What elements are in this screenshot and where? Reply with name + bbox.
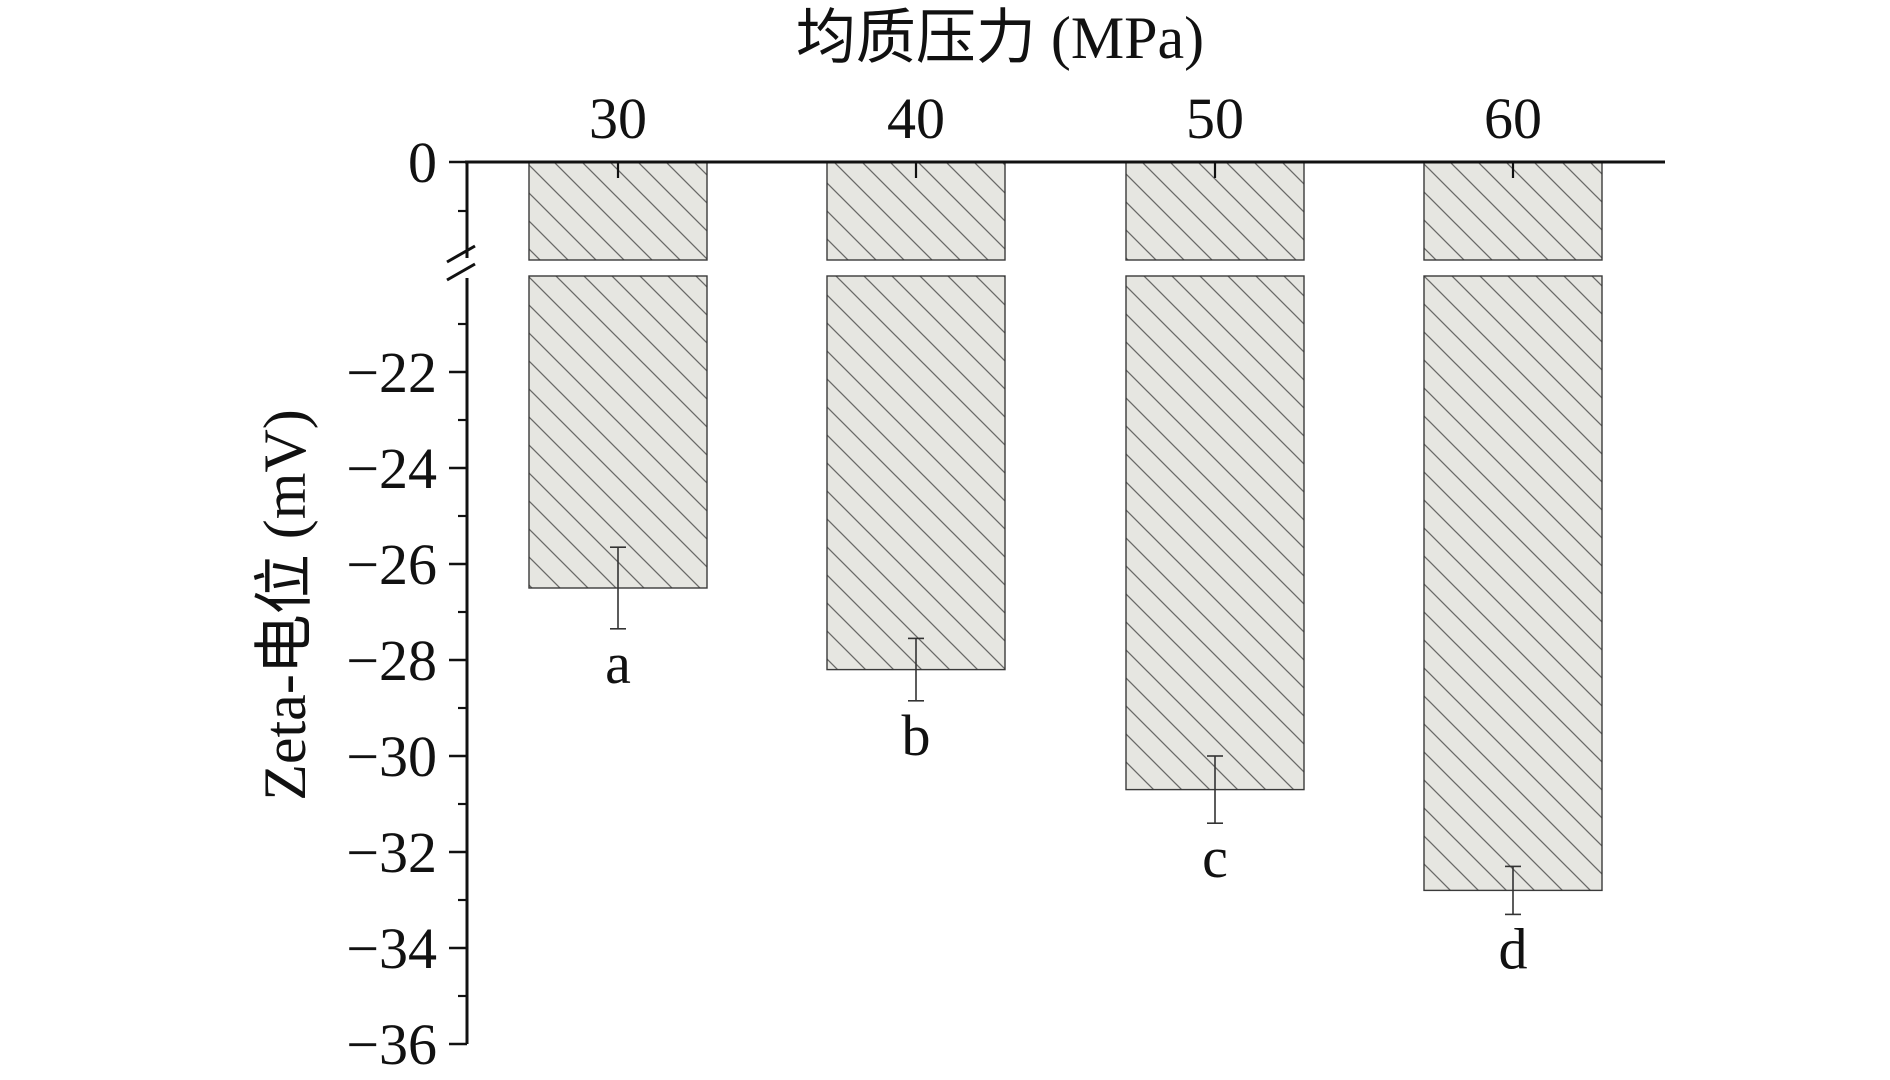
bar-upper-hatch (1126, 162, 1304, 260)
y-tick-label: −22 (346, 340, 437, 405)
y-tick-label: −28 (346, 628, 437, 693)
axes-layer (446, 160, 1665, 1046)
y-tick-label: 0 (408, 130, 437, 195)
x-tick-label: 40 (887, 86, 945, 151)
bar-hatch (529, 276, 707, 588)
axis-break-mark (446, 244, 476, 264)
y-tick-label: −36 (346, 1012, 437, 1077)
significance-label: d (1499, 916, 1528, 981)
y-tick-label: −30 (346, 724, 437, 789)
labels-layer: a 30 b 40 c 50 d 60 0 −22 −24 −26 −28 −30 −32 −34 −36 (346, 86, 1542, 1077)
x-tick-label: 60 (1484, 86, 1542, 151)
y-axis-title: Zeta-电位 (mV) (252, 409, 318, 801)
x-tick-label: 30 (589, 86, 647, 151)
significance-label: c (1202, 825, 1228, 890)
axis-break-mark (446, 262, 476, 282)
bar-upper-hatch (1424, 162, 1602, 260)
significance-label: a (605, 631, 631, 696)
y-tick-label: −32 (346, 820, 437, 885)
x-axis-title: 均质压力 (MPa) (796, 5, 1204, 71)
y-tick-label: −26 (346, 532, 437, 597)
bar-hatch (1424, 276, 1602, 891)
y-tick-label: −34 (346, 916, 437, 981)
bars-layer (528, 161, 1603, 916)
bar-upper-hatch (529, 162, 707, 260)
x-tick-label: 50 (1186, 86, 1244, 151)
significance-label: b (902, 703, 931, 768)
bar-hatch (1126, 276, 1304, 790)
y-tick-label: −24 (346, 436, 437, 501)
bar-hatch (827, 276, 1005, 670)
bar-upper-hatch (827, 162, 1005, 260)
